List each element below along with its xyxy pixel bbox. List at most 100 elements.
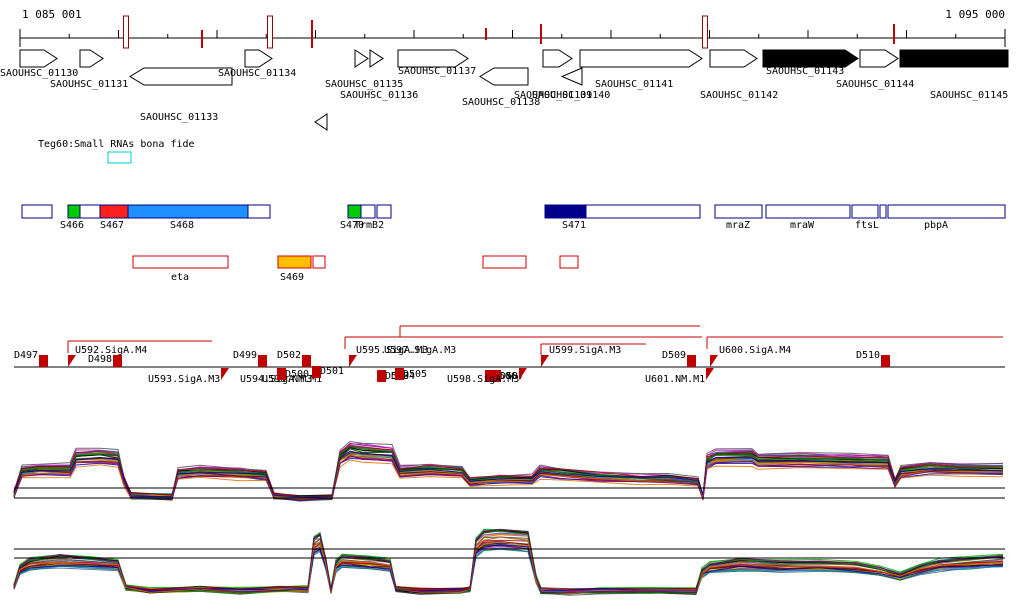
- segment-box[interactable]: [765, 204, 851, 219]
- variant-mark[interactable]: [311, 20, 313, 48]
- tss-flag[interactable]: [312, 366, 321, 378]
- tss-label: D498: [88, 354, 112, 365]
- gene-SAOUHSC_01134[interactable]: [244, 49, 273, 68]
- tss-flag[interactable]: [349, 355, 357, 367]
- segment-label: S471: [562, 220, 586, 231]
- orphan-left-arrow[interactable]: [314, 113, 328, 131]
- tss-label: D510: [856, 350, 880, 361]
- ruler-start-coordinate: 1 085 001: [22, 8, 82, 21]
- tss-flag[interactable]: [485, 370, 494, 382]
- segment-box[interactable]: [887, 204, 1006, 219]
- variant-mark[interactable]: [201, 30, 203, 48]
- gene-SAOUHSC_01131[interactable]: [79, 49, 104, 68]
- variant-mark[interactable]: [485, 28, 487, 40]
- gene-label: SAOUHSC_01138: [462, 97, 540, 108]
- segment-label: S470: [340, 220, 364, 231]
- tss-flag[interactable]: [113, 355, 122, 367]
- tss-flag[interactable]: [39, 355, 48, 367]
- segment-box[interactable]: [79, 204, 101, 219]
- variant-mark[interactable]: [893, 24, 895, 44]
- tss-flag[interactable]: [258, 355, 267, 367]
- tss-flag[interactable]: [377, 370, 386, 382]
- tss-label: D499: [233, 350, 257, 361]
- signal-line: [13, 528, 1004, 593]
- segment-box[interactable]: [544, 204, 587, 219]
- segment-label: S467: [100, 220, 124, 231]
- segment-box[interactable]: [376, 204, 392, 219]
- gene-SAOUHSC_01139[interactable]: [542, 49, 573, 68]
- tss-label: D497: [14, 350, 38, 361]
- red-feature-box[interactable]: [312, 255, 326, 269]
- signal-line: [13, 446, 1004, 499]
- gene-SAOUHSC_01141[interactable]: [579, 49, 703, 68]
- gene-label: SAOUHSC_01144: [836, 79, 914, 90]
- tss-flag[interactable]: [221, 368, 229, 380]
- gene-SAOUHSC_01143[interactable]: [762, 49, 859, 68]
- segment-label: S466: [60, 220, 84, 231]
- srna-track-title: Teg60:Small RNAs bona fide: [38, 139, 195, 150]
- tss-flag[interactable]: [302, 355, 311, 367]
- segment-label: mraW: [790, 220, 815, 231]
- tss-label: U599.SigA.M3: [549, 345, 621, 356]
- tss-flag[interactable]: [687, 355, 696, 367]
- segment-box[interactable]: [851, 204, 879, 219]
- tss-flag[interactable]: [395, 368, 404, 380]
- gene-label: SAOUHSC_01137: [398, 66, 476, 77]
- segment-label: mraZ: [726, 220, 750, 231]
- segment-box[interactable]: [247, 204, 271, 219]
- signal-line: [13, 459, 1004, 500]
- gene-SAOUHSC_01130[interactable]: [19, 49, 58, 68]
- gene-label: SAOUHSC_01139: [514, 90, 592, 101]
- tss-flag[interactable]: [706, 368, 714, 380]
- gene-SAOUHSC_01136[interactable]: [369, 49, 384, 68]
- red-feature-label: S469: [280, 272, 304, 283]
- gene-SAOUHSC_01135[interactable]: [354, 49, 369, 68]
- gene-SAOUHSC_01138[interactable]: [479, 67, 529, 86]
- red-feature-box[interactable]: [277, 255, 312, 269]
- segment-box[interactable]: [99, 204, 129, 219]
- red-feature-box[interactable]: [559, 255, 579, 269]
- tss-flag[interactable]: [710, 355, 718, 367]
- gene-SAOUHSC_01142[interactable]: [709, 49, 758, 68]
- segment-box[interactable]: [67, 204, 81, 219]
- gene-label: SAOUHSC_01133: [140, 112, 218, 123]
- tss-flag[interactable]: [277, 368, 286, 380]
- segment-box[interactable]: [879, 204, 887, 219]
- variant-mark[interactable]: [267, 15, 273, 49]
- segment-box[interactable]: [347, 204, 362, 219]
- tss-flag[interactable]: [881, 355, 890, 367]
- tss-label: U601.NM.M1: [645, 374, 705, 385]
- srna-box[interactable]: [107, 151, 132, 164]
- signal-line: [13, 544, 1004, 591]
- segment-label: pbpA: [924, 220, 948, 231]
- tss-label: U596.NM.M1: [262, 374, 322, 385]
- tss-flag[interactable]: [492, 370, 501, 382]
- signal-line: [13, 536, 1004, 594]
- tss-label: D500: [285, 369, 309, 380]
- segment-box[interactable]: [127, 204, 249, 219]
- gene-SAOUHSC_01137[interactable]: [397, 49, 469, 68]
- gene-SAOUHSC_01144[interactable]: [859, 49, 899, 68]
- tss-label: D507: [500, 371, 524, 382]
- tss-flag[interactable]: [68, 355, 76, 367]
- red-feature-box[interactable]: [482, 255, 527, 269]
- red-feature-label: eta: [171, 272, 189, 283]
- variant-mark[interactable]: [702, 15, 708, 49]
- signal-line: [13, 445, 1004, 498]
- segment-box[interactable]: [585, 204, 701, 219]
- tss-label: D501: [320, 366, 344, 377]
- segment-box[interactable]: [360, 204, 376, 219]
- tss-flag[interactable]: [519, 368, 527, 380]
- signal-line: [13, 443, 1004, 499]
- tss-label: U600.SigA.M4: [719, 345, 791, 356]
- variant-mark[interactable]: [540, 24, 542, 44]
- gene-SAOUHSC_01145[interactable]: [899, 49, 1009, 68]
- red-feature-box[interactable]: [132, 255, 229, 269]
- gene-SAOUHSC_01133[interactable]: [129, 67, 233, 86]
- segment-box[interactable]: [714, 204, 763, 219]
- tss-flag[interactable]: [541, 355, 549, 367]
- variant-mark[interactable]: [123, 15, 129, 49]
- gene-SAOUHSC_01140[interactable]: [560, 67, 583, 86]
- segment-box[interactable]: [21, 204, 53, 219]
